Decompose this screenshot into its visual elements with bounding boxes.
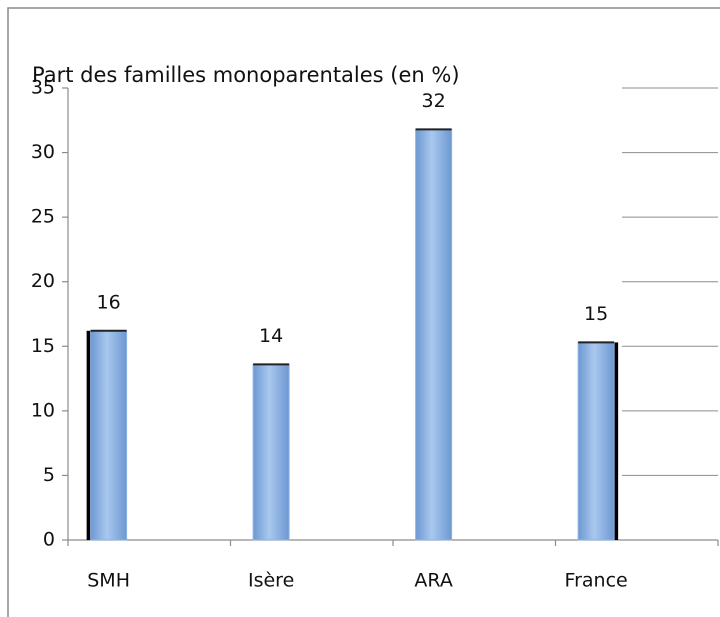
chart-title: Part des familles monoparentales (en %) (32, 63, 460, 87)
bar-shadow (86, 330, 93, 540)
data-label: 14 (259, 325, 283, 347)
y-tick-label: 5 (43, 464, 55, 486)
bar (577, 341, 615, 541)
bar (90, 330, 128, 541)
y-tick-label: 35 (31, 77, 55, 99)
bar-shadow (612, 342, 619, 540)
data-label: 32 (422, 90, 446, 112)
data-label: 16 (97, 291, 121, 313)
x-tick-label: ARA (414, 570, 452, 592)
bar (415, 128, 453, 541)
y-tick-label: 10 (31, 399, 55, 421)
y-tick-label: 20 (31, 270, 55, 292)
x-tick-label: SMH (87, 570, 130, 592)
bar (252, 363, 290, 541)
y-tick-label: 0 (43, 529, 55, 551)
frame (7, 7, 720, 617)
x-tick-label: France (565, 570, 628, 592)
data-label: 15 (584, 303, 608, 325)
y-tick-label: 15 (31, 335, 55, 357)
x-tick-label: Isère (248, 570, 294, 592)
y-tick-label: 25 (31, 206, 55, 228)
y-tick-label: 30 (31, 141, 55, 163)
